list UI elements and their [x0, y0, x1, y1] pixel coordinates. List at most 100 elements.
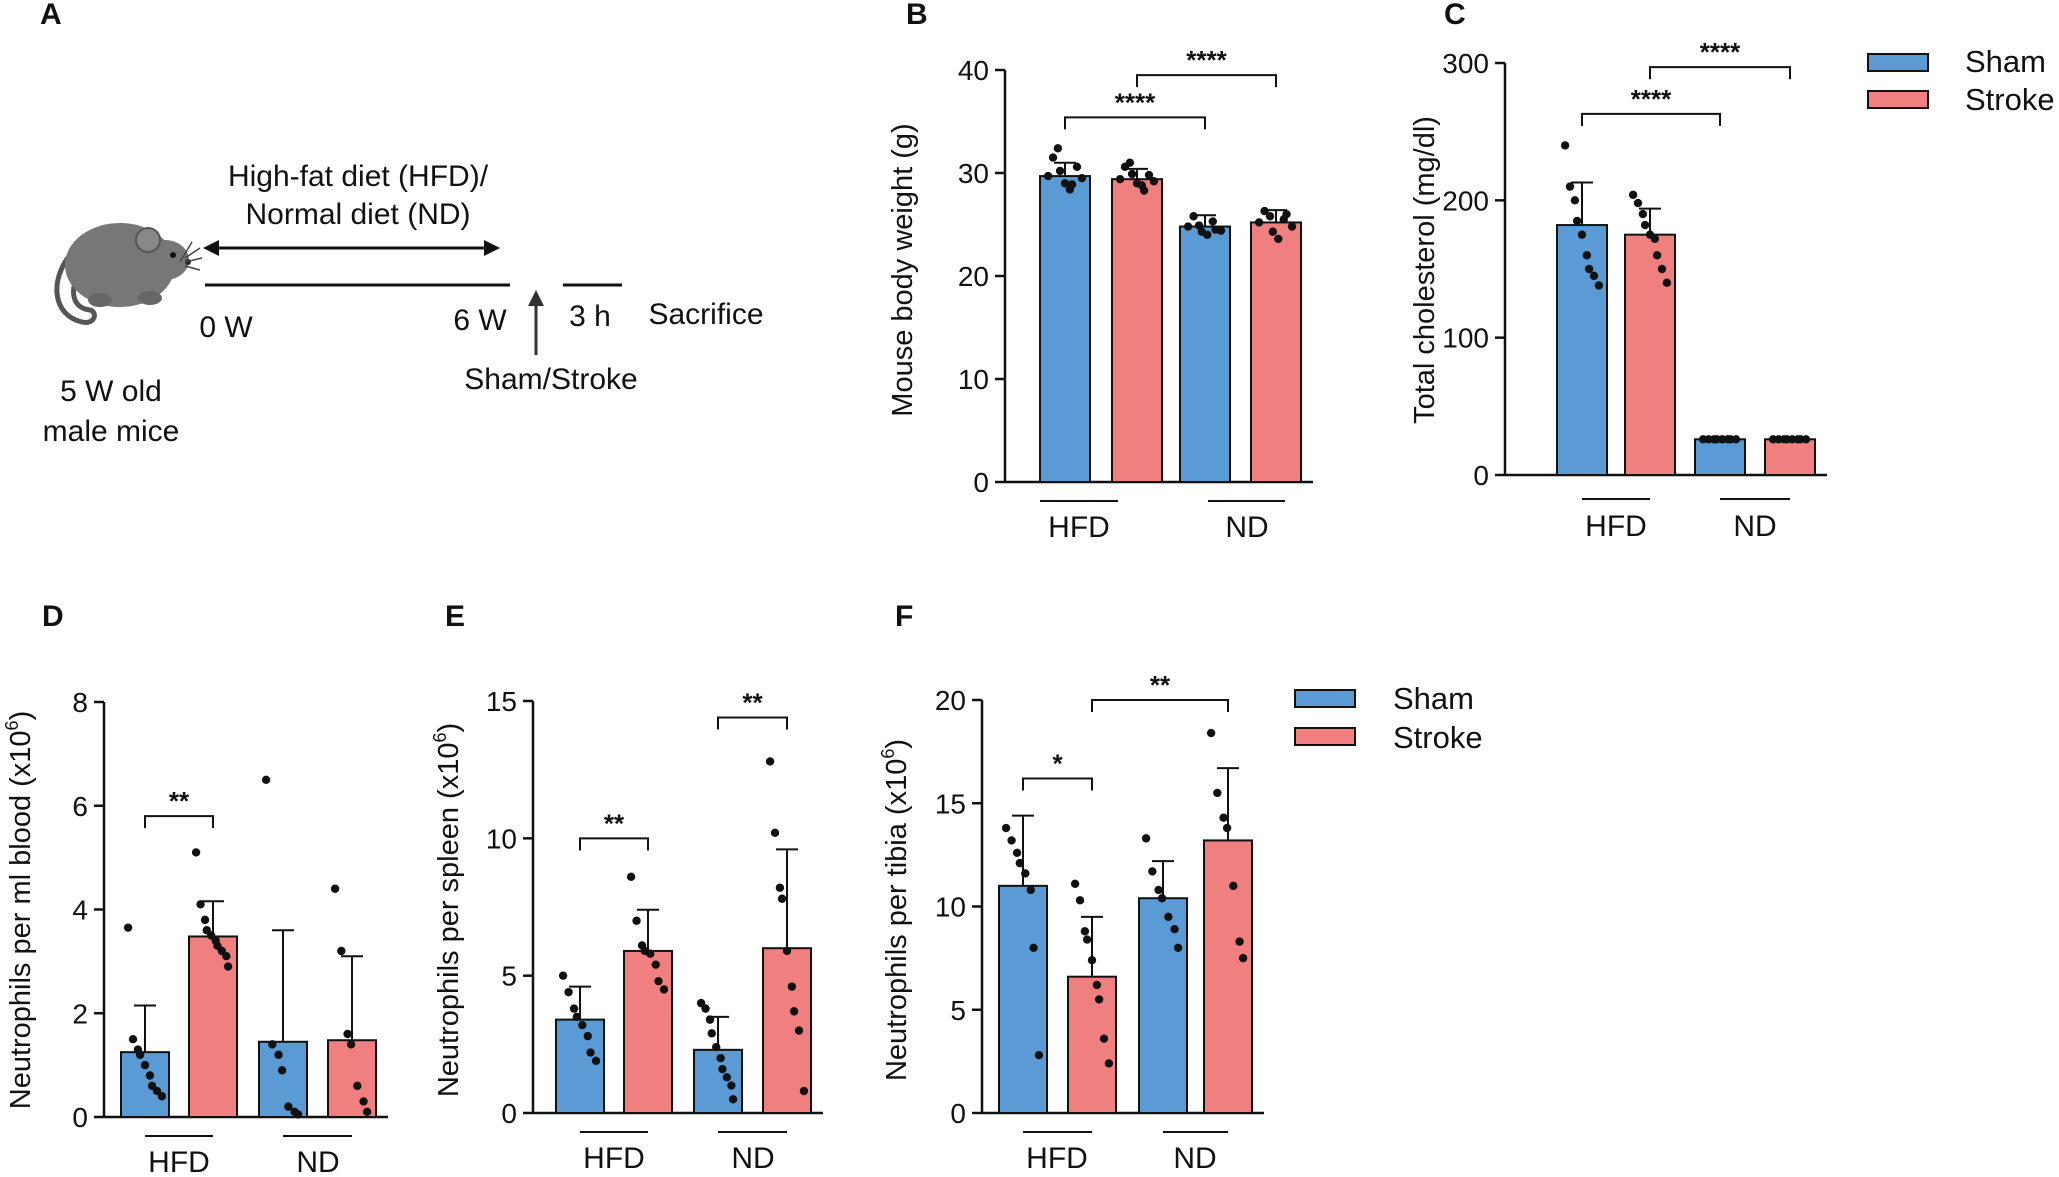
- significance-bracket: [717, 716, 788, 730]
- data-point: [1053, 144, 1063, 153]
- bar-sham-nd: [1138, 897, 1188, 1114]
- diet-label-line1: High-fat diet (HFD)/: [228, 160, 489, 193]
- data-point: [123, 923, 133, 932]
- data-point: [1127, 169, 1137, 179]
- bar-sham-hfd: [1039, 175, 1091, 483]
- data-point: [1731, 435, 1741, 444]
- data-point: [1015, 858, 1025, 868]
- data-point: [787, 982, 797, 991]
- bar-stroke-hfd: [1111, 178, 1163, 483]
- data-point: [128, 1034, 138, 1044]
- data-point: [1170, 925, 1179, 934]
- legend-top: Sham Stroke: [1867, 44, 2055, 117]
- data-point: [654, 976, 663, 986]
- significance-bracket: [1136, 74, 1277, 88]
- group-label: HFD: [1048, 511, 1110, 544]
- y-tick-label: 100: [1442, 323, 1489, 354]
- group-label: HFD: [1026, 1142, 1088, 1175]
- data-point: [1640, 220, 1650, 230]
- panel-label: F: [895, 600, 913, 633]
- significance-bracket: [144, 815, 214, 829]
- data-point: [1287, 222, 1297, 231]
- bar-sham-nd: [258, 1040, 308, 1118]
- bar-stroke-nd: [1250, 221, 1302, 483]
- data-point: [1594, 281, 1604, 290]
- data-point: [1092, 980, 1102, 990]
- data-point: [1219, 813, 1228, 822]
- y-tick-label: 300: [1442, 48, 1489, 79]
- data-point: [1183, 222, 1193, 231]
- data-point: [1007, 836, 1016, 845]
- group-label: ND: [1173, 1142, 1216, 1175]
- significance-bracket: [1064, 116, 1206, 130]
- data-point: [277, 1066, 287, 1075]
- data-point: [1157, 894, 1167, 903]
- panel-label: D: [42, 600, 64, 633]
- legend-label-sham: Sham: [1393, 681, 1474, 716]
- legend-bottom: Sham Stroke: [1294, 681, 1483, 755]
- diet-label-line2: Normal diet (ND): [245, 198, 470, 231]
- panel-a-schematic: A High-fat diet (HFD)/ Normal diet (ND) …: [40, 0, 764, 448]
- chart-d: D 0 2 4 6 8 Neutrophils per ml blood (x106) HFD…: [2, 600, 388, 1177]
- y-tick-label: 5: [950, 995, 966, 1026]
- data-point: [1080, 927, 1090, 936]
- y-axis-label: Neutrophils per tibia (x106): [878, 739, 913, 1081]
- bar-stroke-nd: [327, 1039, 377, 1118]
- data-point: [1001, 823, 1011, 833]
- legend-swatch-stroke: [1867, 90, 1929, 109]
- data-point: [1154, 885, 1163, 895]
- y-tick-label: 15: [486, 686, 517, 717]
- data-point: [1094, 995, 1104, 1004]
- double-arrow-icon: [203, 240, 500, 256]
- significance-bracket: [1091, 699, 1229, 712]
- data-point: [1070, 879, 1080, 888]
- y-tick-label: 6: [72, 791, 88, 822]
- y-tick-label: 40: [958, 55, 989, 86]
- data-point: [1628, 190, 1638, 200]
- data-point: [646, 949, 655, 958]
- significance-bracket: [1649, 66, 1791, 80]
- data-point: [1229, 881, 1238, 891]
- data-point: [569, 1004, 579, 1013]
- y-tick-label: 5: [501, 961, 517, 992]
- chart-c: C 0 100 200 300 Total cholesterol (mg/dl) HFD N…: [1409, 0, 1827, 543]
- data-point: [196, 900, 205, 909]
- data-point: [1099, 1034, 1109, 1043]
- data-point: [1173, 943, 1183, 952]
- chart-e: E 0 5 10 15 Neutrophils per spleen (x106) HFD N…: [430, 600, 823, 1175]
- y-tick-label: 30: [958, 158, 989, 189]
- data-point: [1034, 1050, 1044, 1060]
- significance-label: ****: [1631, 84, 1672, 114]
- data-point: [1048, 153, 1058, 162]
- data-point: [770, 828, 780, 838]
- data-point: [799, 1086, 809, 1096]
- data-point: [346, 1040, 356, 1049]
- data-point: [1189, 212, 1198, 221]
- data-point: [1570, 196, 1580, 205]
- group-label: HFD: [583, 1142, 645, 1175]
- mice-label-line2: male mice: [43, 415, 180, 448]
- data-point: [1012, 848, 1022, 858]
- y-tick-label: 2: [72, 998, 88, 1029]
- data-point: [1662, 278, 1672, 287]
- data-point: [223, 962, 233, 971]
- data-point: [722, 1073, 732, 1082]
- data-point: [1274, 234, 1283, 244]
- data-point: [1213, 788, 1222, 798]
- procedure-label: Sham/Stroke: [464, 363, 637, 396]
- data-point: [1268, 227, 1278, 236]
- data-point: [1238, 953, 1248, 963]
- data-point: [1203, 230, 1212, 239]
- y-tick-label: 10: [935, 892, 966, 923]
- data-point: [626, 872, 636, 881]
- mouse-icon: [54, 223, 203, 325]
- data-point: [1087, 955, 1097, 965]
- legend-label-stroke: Stroke: [1393, 720, 1483, 755]
- data-point: [1029, 943, 1038, 952]
- data-point: [1067, 180, 1077, 189]
- group-label: HFD: [148, 1146, 210, 1177]
- bar-stroke-hfd: [188, 935, 238, 1118]
- y-tick-label: 20: [958, 261, 989, 292]
- bar-sham-hfd: [1556, 224, 1608, 476]
